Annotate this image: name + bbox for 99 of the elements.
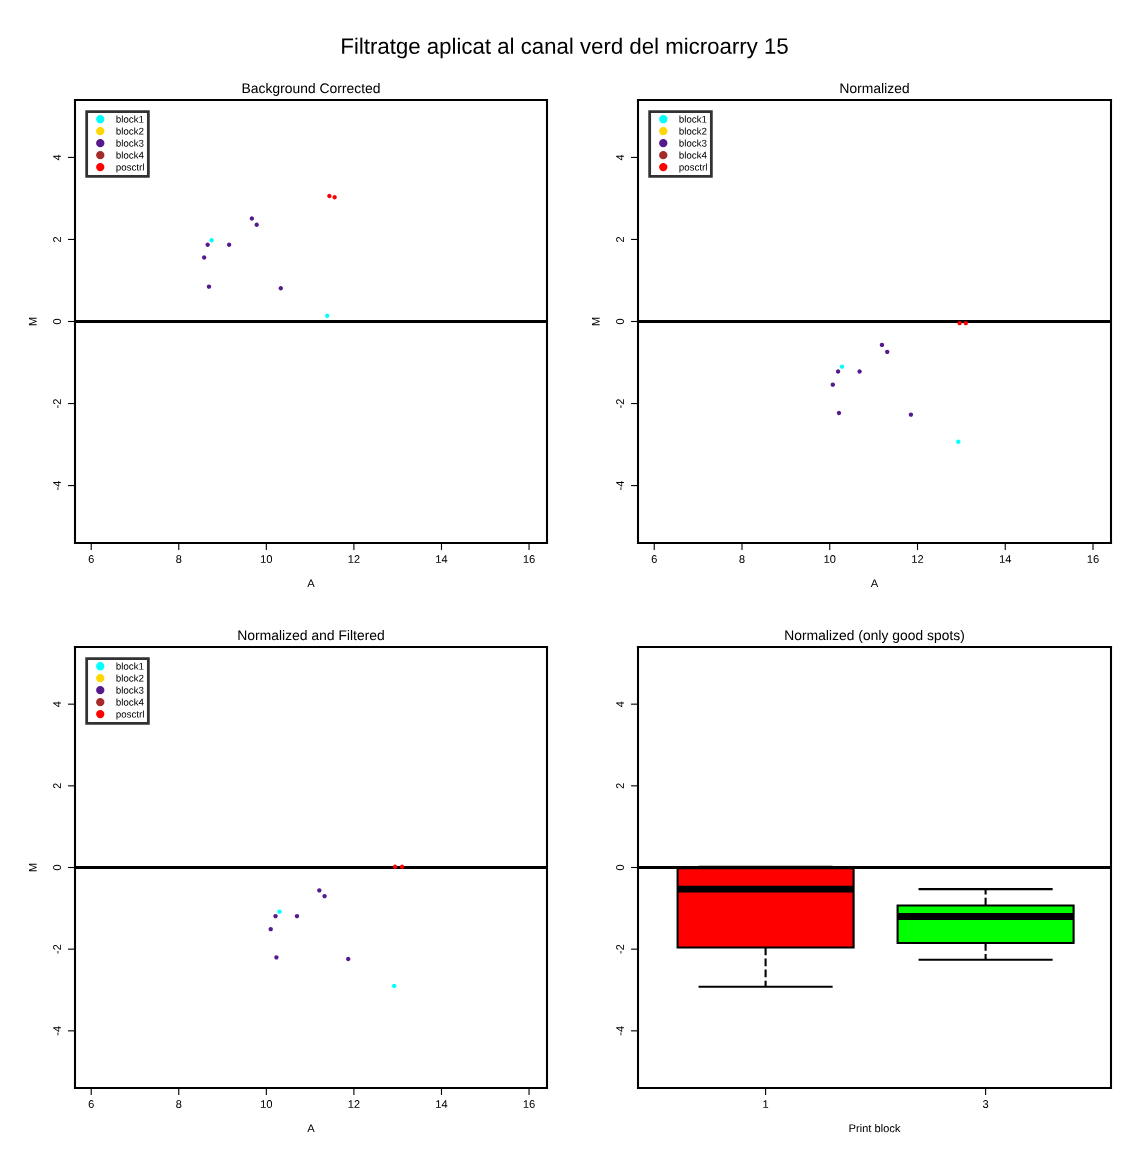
point [278,286,283,291]
point [963,320,968,326]
x-tick-label: 14 [436,555,448,563]
legend-label: posctrl [116,710,144,720]
y-tick-label: 0 [53,864,61,871]
y-axis-title: M [29,863,37,872]
x-tick-label: 10 [261,1100,273,1108]
x-tick-label: 14 [436,1100,448,1108]
x-tick-label: 8 [176,1100,182,1108]
x-tick-label: 12 [912,555,924,563]
x-tick-label: 16 [523,1100,535,1108]
y-tick-label: 0 [616,318,624,325]
x-tick-label: 16 [523,555,535,563]
y-tick-label: -2 [53,944,61,954]
x-axis-title: A [307,579,315,588]
chart-title: Background Corrected [242,82,380,96]
point [294,913,300,919]
legend-label: block2 [116,674,144,682]
point [956,439,961,444]
x-tick-label: 10 [261,555,273,563]
legend-label: block3 [679,139,707,147]
x-tick-label: 3 [982,1100,989,1108]
x-tick-label: 6 [88,1100,94,1108]
point [830,382,836,387]
y-tick-label: 2 [616,783,624,789]
point [346,956,351,962]
chart-title: Normalized (only good spots) [785,629,964,643]
y-tick-label: -4 [53,480,61,491]
point [268,926,273,932]
legend-label: block3 [116,139,144,147]
y-tick-label: 0 [616,864,624,871]
legend-label: block4 [116,151,144,159]
y-tick-label: 2 [53,236,61,242]
point [327,193,332,199]
x-tick-label: 8 [176,555,182,563]
point [908,412,914,417]
legend-label: block2 [679,127,707,135]
x-tick-label: 1 [763,1100,769,1108]
legend-label: posctrl [116,163,144,173]
y-tick-label: 2 [616,236,624,242]
x-axis-title: A [307,1124,315,1133]
point [322,893,327,899]
point [325,313,330,318]
point [317,888,322,893]
legend-label: block1 [116,662,144,670]
point [957,320,962,326]
legend-label: block1 [679,115,707,123]
point [392,983,397,989]
x-tick-label: 16 [1087,555,1099,563]
legend-label: block4 [116,698,144,706]
point [836,410,842,416]
point [332,195,337,200]
x-tick-label: 14 [999,555,1012,563]
y-tick-label: -4 [53,1026,61,1036]
y-tick-label: -2 [616,399,624,408]
y-tick-label: 4 [53,154,61,161]
x-tick-label: 6 [651,555,657,563]
legend-label: block1 [116,115,144,123]
y-tick-label: 4 [616,701,624,707]
point [277,909,282,914]
y-tick-label: -4 [616,480,624,491]
x-axis-title: A [870,579,879,588]
y-tick-label: 0 [53,318,61,325]
x-axis-title: Print block [849,1124,901,1133]
point [226,242,232,247]
point [249,216,255,221]
chart-title: Normalized and Filtered [238,629,384,641]
point [857,369,862,374]
point [274,955,279,960]
x-tick-label: 12 [348,1100,360,1108]
chart-title: Normalized [840,82,909,94]
x-tick-label: 8 [739,555,745,563]
y-tick-label: -2 [53,399,61,408]
point [205,242,210,247]
point [885,349,890,355]
y-tick-label: 4 [53,701,61,707]
text: Filtratge aplicat al canal verd del microarry 15 [342,37,788,59]
legend-label: block3 [116,686,144,694]
point [201,255,207,260]
point [399,864,405,869]
point [392,864,398,869]
point [835,369,841,374]
point [273,913,278,919]
y-axis-title: M [592,317,600,326]
legend-label: block2 [116,127,144,135]
legend-label: posctrl [679,163,707,173]
y-tick-label: 2 [53,783,61,789]
point [839,364,845,369]
y-tick-label: 4 [616,154,624,161]
point [879,342,885,348]
legend-label: block4 [679,151,707,159]
x-tick-label: 6 [88,555,94,563]
point [209,238,214,243]
y-axis-title: M [29,317,37,326]
x-tick-label: 12 [348,555,360,563]
point [206,284,212,289]
y-tick-label: -4 [616,1026,624,1036]
y-tick-label: -2 [616,944,624,954]
x-tick-label: 10 [824,555,836,563]
